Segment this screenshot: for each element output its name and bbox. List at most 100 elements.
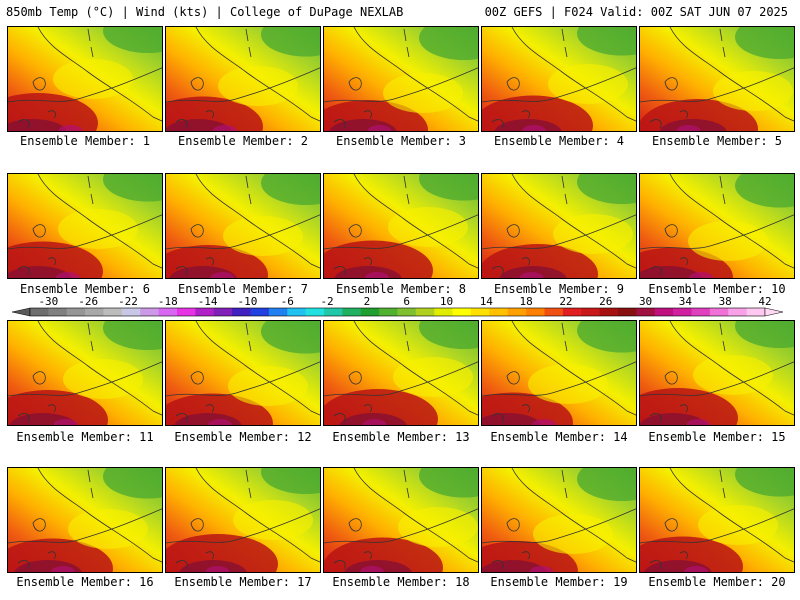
ensemble-member-map bbox=[481, 467, 637, 573]
colorbar-swatch bbox=[121, 308, 141, 316]
colorbar-swatch bbox=[305, 308, 325, 316]
colorbar-tick-label: -2 bbox=[320, 296, 333, 308]
colorbar-swatch bbox=[324, 308, 343, 316]
colorbar-tick-label: 22 bbox=[559, 296, 572, 308]
colorbar-swatch bbox=[250, 308, 270, 316]
ensemble-member-map bbox=[639, 173, 795, 279]
map-title: 850mb Temp (°C) | Wind (kts) | College o… bbox=[6, 5, 404, 19]
colorbar-tick-label: 34 bbox=[679, 296, 693, 308]
colorbar-tick-label: -26 bbox=[78, 296, 98, 308]
colorbar-swatch bbox=[728, 308, 748, 316]
ensemble-member-map bbox=[165, 173, 321, 279]
colorbar-tick-label: 26 bbox=[599, 296, 612, 308]
colorbar-swatch bbox=[360, 308, 380, 316]
colorbar-swatch bbox=[177, 308, 196, 316]
ensemble-member-label: Ensemble Member: 1 bbox=[19, 134, 151, 148]
colorbar-swatch bbox=[544, 308, 564, 316]
ensemble-member-map bbox=[7, 26, 163, 132]
ensemble-member-label: Ensemble Member: 14 bbox=[490, 430, 628, 444]
colorbar-tick-label: 2 bbox=[364, 296, 371, 308]
ensemble-member-map bbox=[7, 467, 163, 573]
colorbar-swatch bbox=[581, 308, 601, 316]
ensemble-member-map bbox=[323, 26, 479, 132]
colorbar-swatch bbox=[452, 308, 472, 316]
colorbar-swatch bbox=[562, 308, 582, 316]
colorbar-tick-label: 30 bbox=[639, 296, 652, 308]
ensemble-member-map bbox=[323, 467, 479, 573]
ensemble-member-label: Ensemble Member: 18 bbox=[332, 575, 470, 589]
colorbar-swatch bbox=[268, 308, 288, 316]
ensemble-member-label: Ensemble Member: 10 bbox=[648, 282, 786, 296]
model-run-info: 00Z GEFS | F024 Valid: 00Z SAT JUN 07 20… bbox=[484, 5, 788, 19]
colorbar-tick-label: -6 bbox=[281, 296, 294, 308]
ensemble-member-map bbox=[165, 467, 321, 573]
ensemble-member-label: Ensemble Member: 9 bbox=[493, 282, 625, 296]
ensemble-member-label: Ensemble Member: 2 bbox=[177, 134, 309, 148]
colorbar-swatch bbox=[673, 308, 692, 316]
colorbar-tick-label: -10 bbox=[238, 296, 258, 308]
colorbar-swatch bbox=[66, 308, 86, 316]
colorbar-swatch bbox=[526, 308, 545, 316]
ensemble-member-label: Ensemble Member: 19 bbox=[490, 575, 628, 589]
colorbar-swatch bbox=[489, 308, 509, 316]
temperature-colorbar: -30 -26 -22 -18 -14 -10 -6 -2 2 6 10 14 18 22 26 30 34 38… bbox=[11, 296, 784, 317]
colorbar-tick-label: 14 bbox=[480, 296, 494, 308]
colorbar-swatch bbox=[709, 308, 729, 316]
colorbar-swatch bbox=[287, 308, 307, 316]
colorbar-tick-label: -30 bbox=[38, 296, 58, 308]
ensemble-member-map bbox=[323, 173, 479, 279]
ensemble-member-label: Ensemble Member: 15 bbox=[648, 430, 786, 444]
ensemble-member-map bbox=[639, 26, 795, 132]
colorbar-swatch bbox=[618, 308, 637, 316]
ensemble-member-map bbox=[7, 173, 163, 279]
ensemble-member-map bbox=[639, 320, 795, 426]
colorbar-swatch bbox=[158, 308, 178, 316]
colorbar-swatch bbox=[30, 308, 49, 316]
colorbar-tick-label: -14 bbox=[198, 296, 218, 308]
ensemble-member-label: Ensemble Member: 16 bbox=[16, 575, 154, 589]
colorbar-tick-label: 10 bbox=[440, 296, 453, 308]
colorbar-tick-label: 38 bbox=[719, 296, 732, 308]
ensemble-member-label: Ensemble Member: 11 bbox=[16, 430, 154, 444]
ensemble-member-label: Ensemble Member: 12 bbox=[174, 430, 312, 444]
ensemble-member-label: Ensemble Member: 3 bbox=[335, 134, 467, 148]
colorbar-swatch bbox=[232, 308, 251, 316]
ensemble-member-map bbox=[7, 320, 163, 426]
colorbar-swatch bbox=[507, 308, 527, 316]
ensemble-member-map bbox=[323, 320, 479, 426]
colorbar-swatch bbox=[48, 308, 68, 316]
colorbar-swatch bbox=[599, 308, 619, 316]
colorbar-tick-label: 42 bbox=[758, 296, 771, 308]
colorbar-swatch bbox=[746, 308, 766, 316]
colorbar-swatch bbox=[195, 308, 215, 316]
colorbar-swatch bbox=[397, 308, 417, 316]
colorbar-swatch bbox=[691, 308, 711, 316]
colorbar-swatch bbox=[434, 308, 454, 316]
ensemble-member-map bbox=[481, 173, 637, 279]
colorbar-swatch bbox=[140, 308, 160, 316]
ensemble-member-label: Ensemble Member: 17 bbox=[174, 575, 312, 589]
ensemble-member-map bbox=[165, 320, 321, 426]
colorbar-swatch bbox=[213, 308, 233, 316]
colorbar-swatch bbox=[379, 308, 398, 316]
ensemble-member-map bbox=[481, 320, 637, 426]
colorbar-swatch bbox=[471, 308, 490, 316]
ensemble-member-map bbox=[481, 26, 637, 132]
ensemble-member-map bbox=[165, 26, 321, 132]
colorbar-swatch bbox=[654, 308, 674, 316]
colorbar-tick-label: -22 bbox=[118, 296, 138, 308]
colorbar-high-arrow bbox=[764, 307, 784, 317]
colorbar-swatch bbox=[103, 308, 123, 316]
ensemble-member-label: Ensemble Member: 7 bbox=[177, 282, 309, 296]
colorbar-swatch bbox=[85, 308, 104, 316]
colorbar-swatch bbox=[415, 308, 435, 316]
ensemble-member-label: Ensemble Member: 4 bbox=[493, 134, 625, 148]
colorbar-tick-label: -18 bbox=[158, 296, 178, 308]
ensemble-member-map bbox=[639, 467, 795, 573]
colorbar-low-arrow bbox=[11, 307, 31, 317]
colorbar-tick-label: 6 bbox=[403, 296, 410, 308]
colorbar-tick-label: 18 bbox=[520, 296, 533, 308]
ensemble-member-label: Ensemble Member: 5 bbox=[651, 134, 783, 148]
ensemble-member-label: Ensemble Member: 6 bbox=[19, 282, 151, 296]
ensemble-member-label: Ensemble Member: 8 bbox=[335, 282, 467, 296]
